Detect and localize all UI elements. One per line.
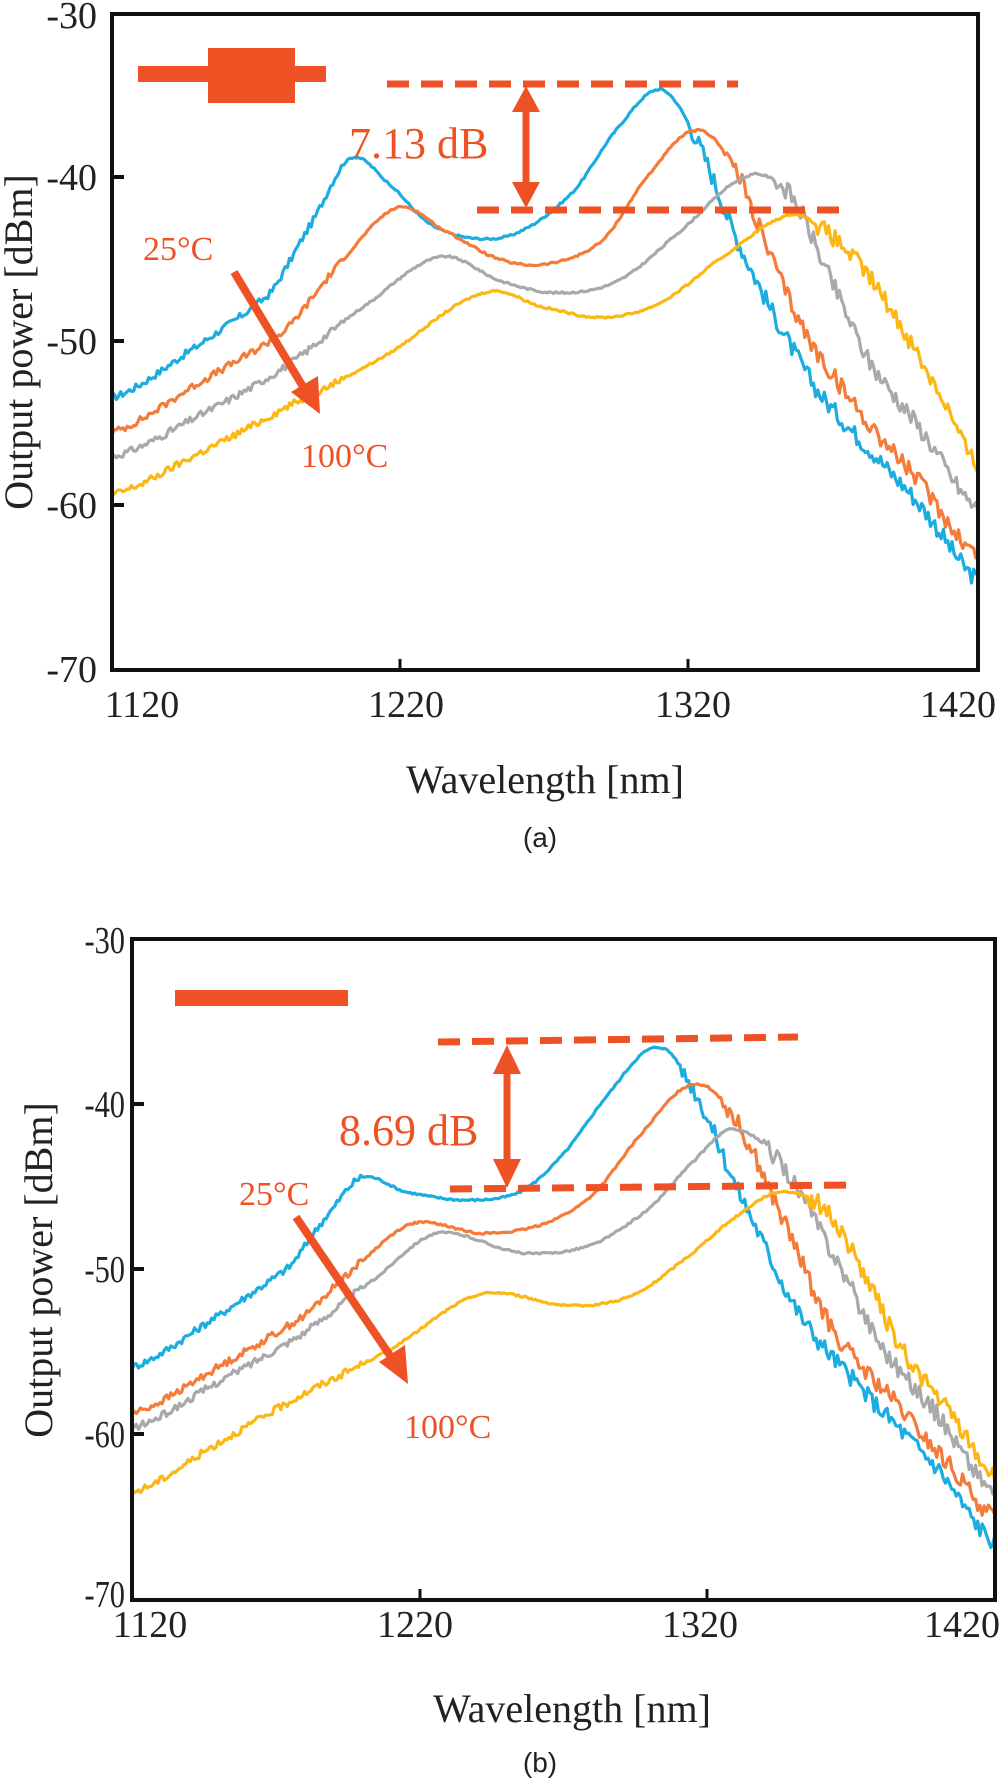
- delta-annotation: 7.13 dB: [349, 80, 842, 214]
- delta-label: 7.13 dB: [349, 119, 488, 168]
- y-tick-label: -30: [84, 920, 125, 962]
- series-group: [132, 1045, 995, 1550]
- x-tick-labels: 1120 1220 1320 1420: [105, 684, 996, 726]
- temp-end-label: 100°C: [404, 1409, 491, 1446]
- y-tick-label: -60: [46, 485, 97, 527]
- arrow-head-up: [512, 86, 540, 112]
- tapered-waveguide-icon: [138, 48, 326, 103]
- x-ticks: [418, 1589, 709, 1600]
- x-tick-labels: 1120 1220 1320 1420: [113, 1604, 1000, 1646]
- y-axis-title: Output power [dBm]: [16, 1102, 61, 1438]
- series-line-75c: [132, 1127, 995, 1497]
- temperature-arrow-shaft: [292, 1214, 397, 1363]
- series-line-25c: [112, 87, 978, 585]
- series-line-25c: [132, 1045, 995, 1550]
- arrow-head-down: [512, 182, 540, 208]
- temperature-arrow-head: [291, 376, 320, 414]
- delta-annotation: 8.69 dB: [339, 1033, 856, 1193]
- y-tick-label: -40: [84, 1084, 125, 1126]
- y-ticks: [132, 1102, 144, 1436]
- series-line-100c: [112, 212, 978, 496]
- temperature-arrow-head: [379, 1345, 408, 1384]
- temp-start-label: 25°C: [239, 1176, 309, 1213]
- y-tick-label: -40: [46, 157, 97, 199]
- y-tick-labels: -30 -40 -50 -60 -70: [84, 920, 125, 1616]
- y-ticks: [112, 175, 124, 507]
- panel-a: -30 -40 -50 -60 -70 1120 1220 1320 1420 …: [0, 0, 996, 853]
- plot-frame: [110, 12, 980, 672]
- series-line-75c: [112, 171, 978, 512]
- y-axis-title: Output power [dBm]: [0, 174, 41, 510]
- x-tick-label: 1420: [924, 1604, 1000, 1646]
- y-tick-label: -50: [46, 321, 97, 363]
- series-group: [112, 87, 978, 585]
- straight-waveguide-icon: [175, 990, 348, 1006]
- temperature-annotation: 25°C 100°C: [239, 1176, 491, 1446]
- x-ticks: [398, 659, 690, 670]
- x-tick-label: 1420: [920, 684, 996, 726]
- x-axis-title: Wavelength [nm]: [406, 757, 684, 802]
- y-tick-label: -60: [84, 1414, 125, 1456]
- x-tick-label: 1120: [105, 684, 180, 726]
- series-line-100c: [132, 1189, 995, 1495]
- series-line-50c: [132, 1082, 995, 1517]
- arrow-head-up: [493, 1045, 521, 1074]
- panel-label: (a): [523, 822, 557, 853]
- y-tick-label: -50: [84, 1249, 125, 1291]
- temperature-arrow-shaft: [230, 269, 309, 393]
- y-tick-label: -70: [46, 649, 97, 691]
- x-tick-label: 1120: [113, 1604, 188, 1646]
- temp-start-label: 25°C: [143, 231, 213, 268]
- series-line-50c: [112, 127, 978, 560]
- delta-label: 8.69 dB: [339, 1106, 478, 1155]
- lower-dashed-line: [449, 1181, 856, 1193]
- panel-b: -30 -40 -50 -60 -70 1120 1220 1320 1420 …: [16, 920, 1000, 1778]
- x-tick-label: 1320: [655, 684, 731, 726]
- arrow-head-down: [493, 1159, 521, 1188]
- temperature-annotation: 25°C 100°C: [143, 231, 388, 475]
- x-tick-label: 1220: [377, 1604, 453, 1646]
- temp-end-label: 100°C: [301, 438, 388, 475]
- plot-frame: [130, 937, 997, 1602]
- y-tick-labels: -30 -40 -50 -60 -70: [46, 0, 97, 691]
- x-tick-label: 1220: [368, 684, 444, 726]
- y-tick-label: -70: [84, 1574, 125, 1616]
- panel-label: (b): [523, 1747, 557, 1778]
- x-axis-title: Wavelength [nm]: [433, 1686, 711, 1731]
- y-tick-label: -30: [46, 0, 97, 37]
- upper-dashed-line: [437, 1033, 799, 1046]
- x-tick-label: 1320: [662, 1604, 738, 1646]
